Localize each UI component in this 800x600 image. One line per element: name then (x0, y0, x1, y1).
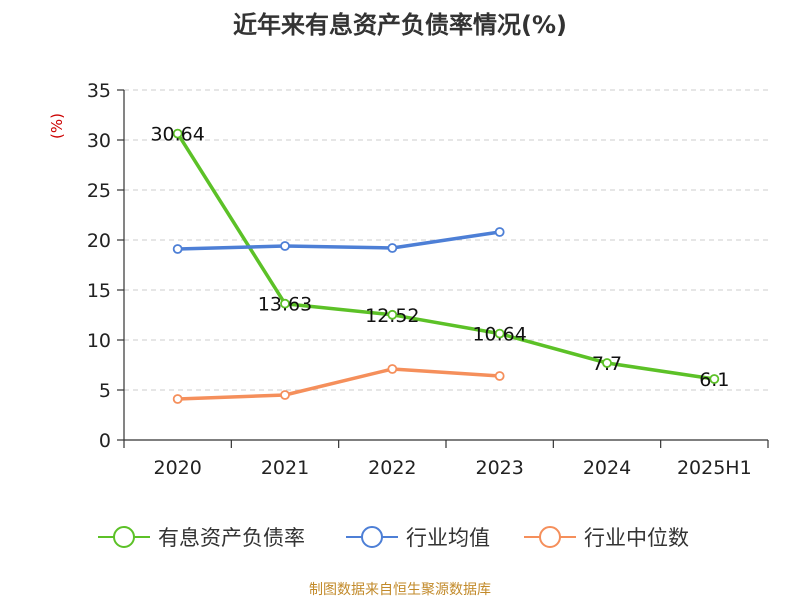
legend-marker-icon (539, 526, 561, 548)
y-tick-label: 15 (87, 280, 111, 302)
data-point[interactable] (172, 128, 183, 139)
data-label: 12.52 (365, 305, 419, 327)
data-label: 6.1 (699, 369, 729, 391)
x-tick-label: 2025H1 (677, 457, 752, 479)
axes: 0 5 10 15 20 25 30 35 2020 2021 2022 2023 2024 2025H1 (87, 80, 769, 479)
data-point[interactable] (494, 328, 505, 339)
data-point[interactable] (280, 298, 290, 309)
x-tick-label: 2021 (261, 457, 309, 479)
legend-label: 行业均值 (406, 526, 490, 550)
data-point[interactable] (602, 358, 612, 368)
data-point[interactable] (280, 241, 290, 251)
data-label: 13.63 (258, 294, 312, 316)
data-point[interactable] (172, 244, 183, 254)
data-label: 30.64 (150, 124, 204, 146)
legend-marker-icon (361, 526, 383, 548)
y-tick-label: 0 (99, 430, 111, 452)
data-point[interactable] (494, 371, 505, 381)
y-tick-label: 10 (87, 330, 111, 352)
y-tick-label: 20 (87, 230, 111, 252)
y-tick-label: 5 (99, 380, 111, 402)
legend-item[interactable]: 行业均值 (346, 526, 490, 550)
legend-item[interactable]: 行业中位数 (524, 526, 689, 550)
legend-marker-icon (113, 526, 135, 548)
series-1 (172, 227, 505, 254)
data-point[interactable] (387, 309, 398, 320)
chart-title: 近年来有息资产负债率情况(%) (233, 11, 567, 39)
legend: 有息资产负债率 行业均值 行业中位数 (98, 526, 689, 550)
series-layer (172, 128, 720, 404)
data-labels: 30.64 13.63 12.52 10.64 7.7 6.1 (150, 124, 729, 391)
data-label: 10.64 (472, 324, 526, 346)
data-point[interactable] (387, 243, 398, 253)
series-line (175, 230, 502, 251)
data-point[interactable] (280, 390, 290, 400)
data-point[interactable] (709, 374, 720, 384)
x-tick-label: 2023 (475, 457, 523, 479)
x-tick-label: 2020 (153, 457, 201, 479)
series-line (175, 131, 717, 381)
data-label: 7.7 (592, 353, 622, 375)
data-point[interactable] (172, 394, 183, 404)
series-line (175, 367, 502, 401)
x-tick-label: 2022 (368, 457, 416, 479)
legend-label: 行业中位数 (584, 526, 689, 550)
y-tick-label: 25 (87, 180, 111, 202)
y-axis-label: (%) (48, 113, 66, 139)
data-point[interactable] (494, 227, 505, 237)
series-2 (172, 364, 505, 404)
y-tick-label: 30 (87, 130, 111, 152)
legend-item[interactable]: 有息资产负债率 (98, 526, 305, 550)
x-tick-label: 2024 (583, 457, 631, 479)
y-tick-label: 35 (87, 80, 111, 102)
data-point[interactable] (387, 364, 398, 374)
legend-label: 有息资产负债率 (158, 526, 305, 550)
series-0 (172, 128, 720, 384)
source-note: 制图数据来自恒生聚源数据库 (309, 582, 491, 598)
